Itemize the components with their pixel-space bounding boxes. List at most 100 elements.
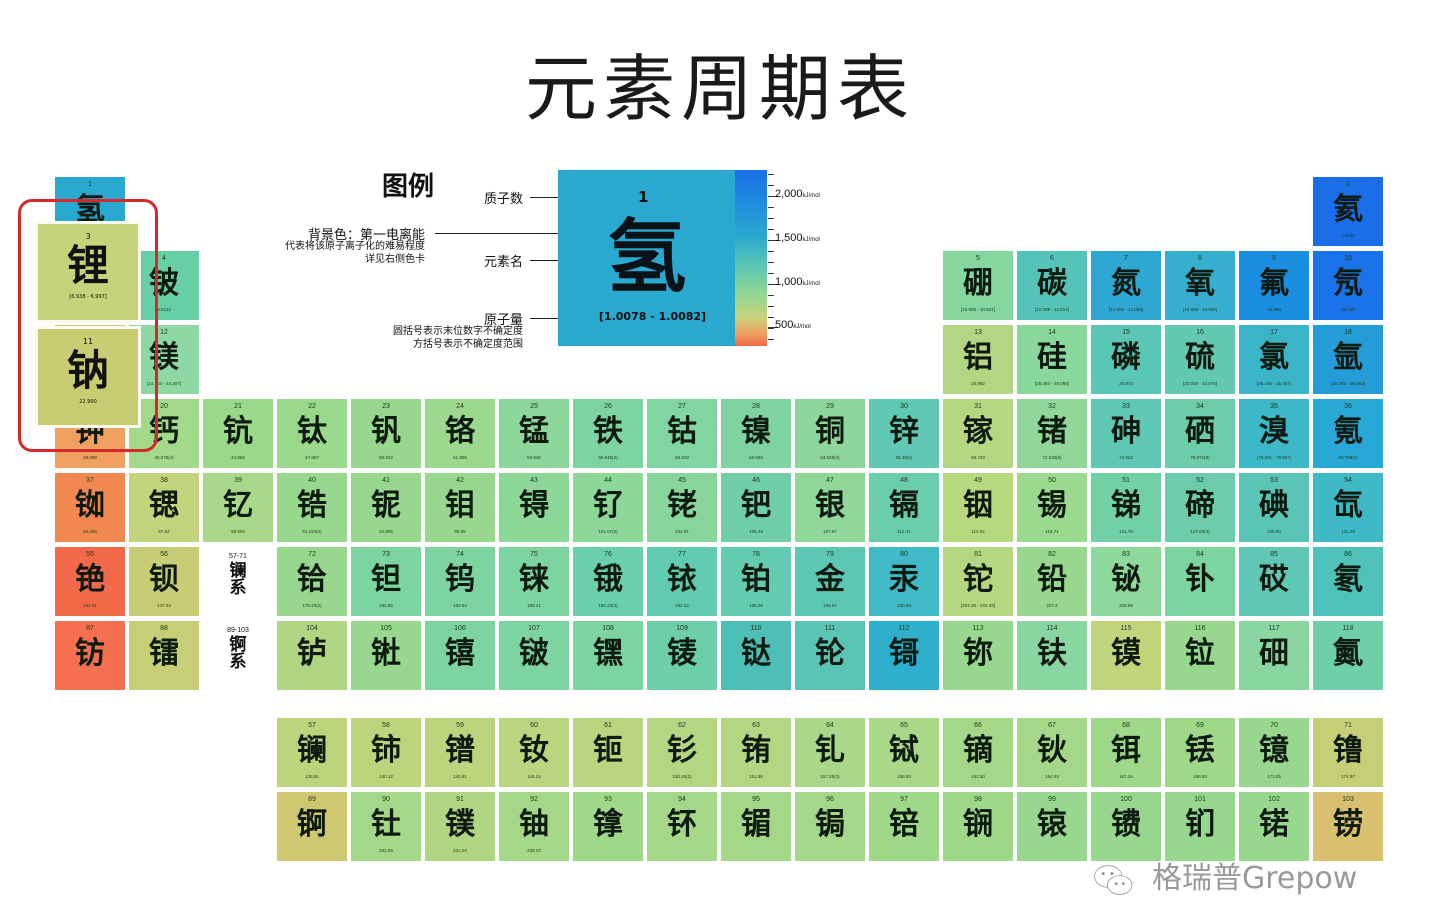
element-name: 镍 [741,414,771,449]
atomic-number: 12 [160,329,168,336]
element-cell: 25 锰 54.938 [499,399,569,468]
atomic-number: 46 [752,477,760,484]
scale-unit: kJ/mol [793,324,811,330]
element-name: 铀 [519,807,549,842]
element-name: 𬬻 [297,636,327,671]
atomic-weight: 140.12 [379,774,393,779]
atomic-weight: 101.07(2) [598,529,618,534]
element-cell: 110 𫟼 [721,621,791,690]
atomic-number: 62 [678,722,686,729]
scale-minor-tick [768,229,774,230]
element-cell: 69 铥 168.93 [1165,718,1235,787]
element-cell: 54 氙 131.29 [1313,473,1383,542]
element-cell: 16 硫 [32.059 - 32.076] [1165,325,1235,394]
atomic-number: 82 [1048,551,1056,558]
element-cell: 79 金 196.97 [795,547,865,616]
legend-name-label: 元素名 [483,255,523,270]
atomic-number: 27 [678,403,686,410]
element-cell: 26 铁 55.845(2) [573,399,643,468]
element-cell: 44 钌 101.07(2) [573,473,643,542]
element-cell: 87 钫 [55,621,125,690]
element-cell: 40 锆 91.224(2) [277,473,347,542]
scale-tick-label: 500kJ/mol [775,319,811,331]
atomic-weight: 102.91 [675,529,689,534]
element-cell: 13 铝 26.982 [943,325,1013,394]
atomic-weight: 157.25(3) [820,774,840,779]
element-cell: 85 砹 [1239,547,1309,616]
element-cell: 33 砷 74.922 [1091,399,1161,468]
atomic-number: 30 [900,403,908,410]
element-cell: 112 鿔 [869,621,939,690]
element-name: 镅 [741,807,771,842]
atomic-weight: 50.942 [379,455,393,460]
atomic-number: 22 [308,403,316,410]
atomic-weight: 26.982 [971,381,985,386]
atomic-number: 52 [1196,477,1204,484]
element-name: 钡 [149,562,179,597]
atomic-weight: 74.922 [1119,455,1133,460]
element-name: 钨 [445,562,475,597]
element-name: 鿏 [667,636,697,671]
atomic-number: 118 [1342,625,1354,632]
element-cell: 42 钼 95.95 [425,473,495,542]
legend-weight-sub2: 方括号表示不确定度范围 [413,339,523,350]
atomic-number: 117 [1268,625,1280,632]
atomic-number: 65 [900,722,908,729]
atomic-weight: 238.03 [527,848,541,853]
atomic-number: 109 [676,625,688,632]
element-cell: 71 镥 174.97 [1313,718,1383,787]
atomic-number: 100 [1120,796,1132,803]
atomic-weight: 232.04 [379,848,393,853]
atomic-number: 28 [752,403,760,410]
atomic-weight: 85.468 [83,529,97,534]
atomic-number: 59 [456,722,464,729]
scale-minor-tick [768,174,774,175]
element-name: 硫 [1185,340,1215,375]
element-name: 镱 [1259,733,1289,768]
atomic-number: 72 [308,551,316,558]
element-name: 锘 [1259,807,1289,842]
atomic-number: 66 [974,722,982,729]
element-cell: 56 钡 137.33 [129,547,199,616]
element-cell: 81 铊 [204.38 - 204.39] [943,547,1013,616]
element-cell: 45 铑 102.91 [647,473,717,542]
atomic-number: 84 [1196,551,1204,558]
atomic-number: 88 [160,625,168,632]
legend-proton-label: 质子数 [483,192,523,207]
element-name: 铜 [815,414,845,449]
element-name: 锝 [519,488,549,523]
atomic-number: 94 [678,796,686,803]
atomic-number: 34 [1196,403,1204,410]
element-name: 钒 [371,414,401,449]
atomic-weight: 140.91 [453,774,467,779]
atomic-weight: 174.97 [1341,774,1355,779]
atomic-number: 96 [826,796,834,803]
element-name: 金 [815,562,845,597]
element-name: 锎 [963,807,993,842]
scale-tick-label: 1,500kJ/mol [775,232,820,244]
element-name: 鿔 [889,636,919,671]
legend-heading: 图例 [382,172,435,202]
element-name: 钋 [1185,562,1215,597]
element-name: 镓 [963,414,993,449]
element-cell: 58 铈 140.12 [351,718,421,787]
highlighted-element-cell: 11 钠 22.990 [38,329,138,425]
atomic-weight: [204.38 - 204.39] [960,603,996,608]
atomic-weight: 65.38(2) [895,455,913,460]
atomic-number: 115 [1120,625,1132,632]
element-name: 锡 [1037,488,1067,523]
atomic-number: 4 [162,255,166,262]
element-name: 氩 [1333,340,1363,375]
element-cell: 72 铪 178.49(2) [277,547,347,616]
atomic-weight: 158.93 [897,774,911,779]
element-cell: 2 氦 4.0026 [1313,177,1383,246]
atomic-weight: 30.974 [1119,381,1133,386]
atomic-weight: 4.0026 [1341,233,1355,238]
element-name: 镉 [889,488,919,523]
element-cell: 53 碘 126.90 [1239,473,1309,542]
atomic-number: 105 [380,625,392,632]
element-name: 钫 [75,636,105,671]
element-cell: 114 𫓧 [1017,621,1087,690]
atomic-number: 93 [604,796,612,803]
atomic-weight: 51.996 [453,455,467,460]
